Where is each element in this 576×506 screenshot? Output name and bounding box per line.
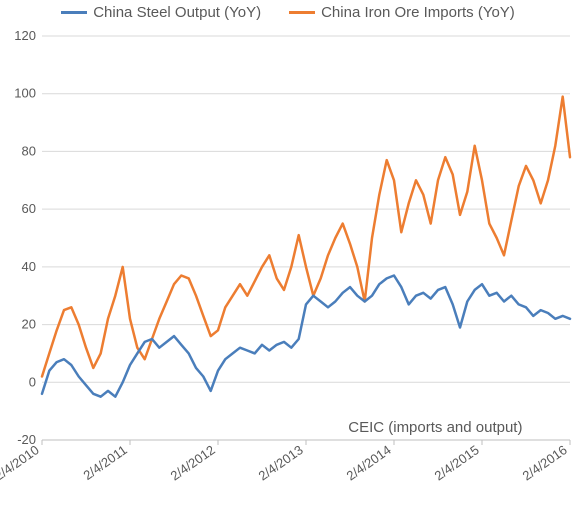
chart-container: China Steel Output (YoY) China Iron Ore … [0,0,576,506]
series-iron [42,97,570,377]
y-tick-label: 40 [22,259,36,274]
x-tick-label: 2/4/2016 [520,442,570,483]
y-tick-label: 120 [14,28,36,43]
chart-plot: -200204060801001202/4/20102/4/20112/4/20… [0,0,576,506]
x-tick-label: 2/4/2010 [0,442,42,483]
y-tick-label: 0 [29,374,36,389]
series-steel [42,276,570,397]
x-tick-label: 2/4/2013 [256,442,306,483]
y-tick-label: 80 [22,143,36,158]
x-tick-label: 2/4/2012 [168,442,218,483]
x-tick-label: 2/4/2015 [432,442,482,483]
y-tick-label: 100 [14,86,36,101]
x-tick-label: 2/4/2014 [344,442,394,483]
chart-source-label: CEIC (imports and output) [348,419,522,436]
y-tick-label: 60 [22,201,36,216]
y-tick-label: 20 [22,317,36,332]
x-tick-label: 2/4/2011 [80,442,129,483]
